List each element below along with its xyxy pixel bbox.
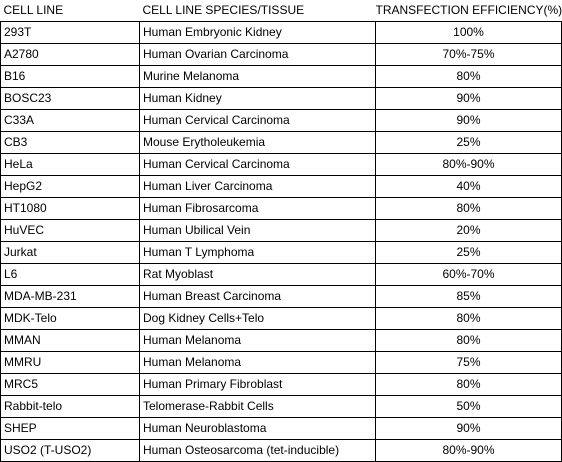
- table-row: CB3 Mouse Erytholeukemia 25%: [0, 131, 562, 154]
- cell-transfection-efficiency: 70%-75%: [375, 43, 562, 66]
- header-row: CELL LINE CELL LINE SPECIES/TISSUE TRANS…: [0, 0, 562, 22]
- cell-species-tissue: Human Cervical Carcinoma: [139, 109, 376, 132]
- cell-species-tissue: Human Embryonic Kidney: [139, 21, 376, 44]
- header-transfection-efficiency: TRANSFECTION EFFICIENCY(%): [375, 0, 562, 22]
- table-row: Jurkat Human T Lymphoma 25%: [0, 241, 562, 264]
- cell-cell-line: MMAN: [0, 329, 140, 352]
- cell-transfection-efficiency: 80%: [375, 65, 562, 88]
- cell-transfection-efficiency: 90%: [375, 109, 562, 132]
- table-row: B16 Murine Melanoma 80%: [0, 65, 562, 88]
- cell-transfection-efficiency: 90%: [375, 87, 562, 110]
- cell-transfection-efficiency: 75%: [375, 351, 562, 374]
- cell-species-tissue: Rat Myoblast: [139, 263, 376, 286]
- cell-cell-line: SHEP: [0, 417, 140, 440]
- cell-cell-line: HeLa: [0, 153, 140, 176]
- cell-species-tissue: Human Osteosarcoma (tet-inducible): [139, 439, 376, 462]
- cell-transfection-efficiency: 25%: [375, 131, 562, 154]
- cell-species-tissue: Human Melanoma: [139, 351, 376, 374]
- cell-cell-line: L6: [0, 263, 140, 286]
- table-row: SHEP Human Neuroblastoma 90%: [0, 417, 562, 440]
- cell-species-tissue: Human Cervical Carcinoma: [139, 153, 376, 176]
- table-row: MMAN Human Melanoma 80%: [0, 329, 562, 352]
- cell-species-tissue: Telomerase-Rabbit Cells: [139, 395, 376, 418]
- cell-species-tissue: Murine Melanoma: [139, 65, 376, 88]
- header-cell-line: CELL LINE: [0, 0, 140, 22]
- cell-transfection-efficiency: 25%: [375, 241, 562, 264]
- table-row: A2780 Human Ovarian Carcinoma 70%-75%: [0, 43, 562, 66]
- table-row: HT1080 Human Fibrosarcoma 80%: [0, 197, 562, 220]
- table-row: HepG2 Human Liver Carcinoma 40%: [0, 175, 562, 198]
- cell-transfection-efficiency: 80%-90%: [375, 439, 562, 462]
- table-row: BOSC23 Human Kidney 90%: [0, 87, 562, 110]
- cell-cell-line: MDA-MB-231: [0, 285, 140, 308]
- cell-transfection-efficiency: 90%: [375, 417, 562, 440]
- cell-transfection-efficiency: 80%-90%: [375, 153, 562, 176]
- cell-species-tissue: Human Ubilical Vein: [139, 219, 376, 242]
- table-row: HeLa Human Cervical Carcinoma 80%-90%: [0, 153, 562, 176]
- table-row: MDA-MB-231 Human Breast Carcinoma 85%: [0, 285, 562, 308]
- cell-transfection-efficiency: 80%: [375, 197, 562, 220]
- cell-cell-line: BOSC23: [0, 87, 140, 110]
- table-row: L6 Rat Myoblast 60%-70%: [0, 263, 562, 286]
- cell-species-tissue: Dog Kidney Cells+Telo: [139, 307, 376, 330]
- cell-cell-line: Rabbit-telo: [0, 395, 140, 418]
- cell-cell-line: HepG2: [0, 175, 140, 198]
- cell-cell-line: HT1080: [0, 197, 140, 220]
- cell-transfection-efficiency: 60%-70%: [375, 263, 562, 286]
- cell-cell-line: CB3: [0, 131, 140, 154]
- table-row: HuVEC Human Ubilical Vein 20%: [0, 219, 562, 242]
- cell-cell-line: B16: [0, 65, 140, 88]
- cell-transfection-efficiency: 85%: [375, 285, 562, 308]
- cell-cell-line: 293T: [0, 21, 140, 44]
- table-row: Rabbit-telo Telomerase-Rabbit Cells 50%: [0, 395, 562, 418]
- table-row: MDK-Telo Dog Kidney Cells+Telo 80%: [0, 307, 562, 330]
- cell-cell-line: MMRU: [0, 351, 140, 374]
- table-row: MRC5 Human Primary Fibroblast 80%: [0, 373, 562, 396]
- cell-species-tissue: Human T Lymphoma: [139, 241, 376, 264]
- cell-cell-line: USO2 (T-USO2): [0, 439, 140, 462]
- cell-transfection-efficiency: 40%: [375, 175, 562, 198]
- cell-species-tissue: Human Liver Carcinoma: [139, 175, 376, 198]
- cell-transfection-efficiency: 80%: [375, 329, 562, 352]
- cell-transfection-efficiency: 80%: [375, 373, 562, 396]
- cell-cell-line: C33A: [0, 109, 140, 132]
- cell-species-tissue: Human Ovarian Carcinoma: [139, 43, 376, 66]
- cell-cell-line: MDK-Telo: [0, 307, 140, 330]
- cell-species-tissue: Human Primary Fibroblast: [139, 373, 376, 396]
- cell-cell-line: Jurkat: [0, 241, 140, 264]
- table-row: USO2 (T-USO2) Human Osteosarcoma (tet-ind…: [0, 439, 562, 462]
- table-body: 293T Human Embryonic Kidney 100% A2780 Human…: [0, 21, 562, 462]
- cell-cell-line: HuVEC: [0, 219, 140, 242]
- cell-transfection-efficiency: 80%: [375, 307, 562, 330]
- cell-transfection-efficiency: 20%: [375, 219, 562, 242]
- header-species-tissue: CELL LINE SPECIES/TISSUE: [139, 0, 376, 22]
- table-row: C33A Human Cervical Carcinoma 90%: [0, 109, 562, 132]
- cell-species-tissue: Human Kidney: [139, 87, 376, 110]
- cell-transfection-efficiency: 50%: [375, 395, 562, 418]
- cell-transfection-efficiency: 100%: [375, 21, 562, 44]
- cell-species-tissue: Mouse Erytholeukemia: [139, 131, 376, 154]
- cell-cell-line: A2780: [0, 43, 140, 66]
- cell-species-tissue: Human Melanoma: [139, 329, 376, 352]
- cell-cell-line: MRC5: [0, 373, 140, 396]
- table-header: CELL LINE CELL LINE SPECIES/TISSUE TRANS…: [0, 0, 562, 22]
- table-row: 293T Human Embryonic Kidney 100%: [0, 21, 562, 44]
- cell-species-tissue: Human Breast Carcinoma: [139, 285, 376, 308]
- table-row: MMRU Human Melanoma 75%: [0, 351, 562, 374]
- cell-species-tissue: Human Fibrosarcoma: [139, 197, 376, 220]
- cell-species-tissue: Human Neuroblastoma: [139, 417, 376, 440]
